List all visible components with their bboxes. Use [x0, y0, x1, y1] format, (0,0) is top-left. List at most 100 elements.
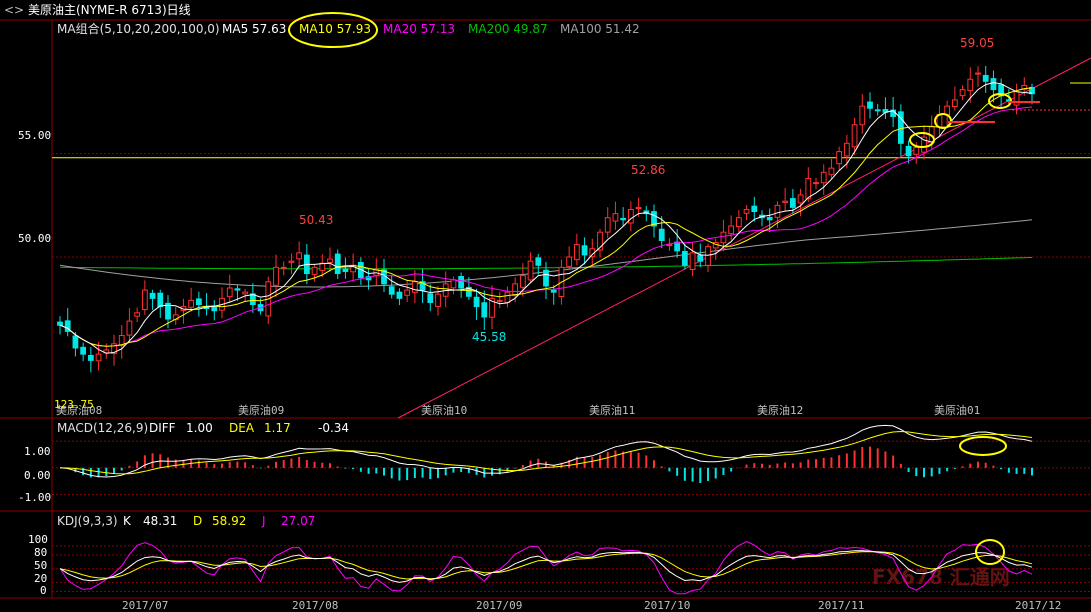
candle-body [798, 195, 803, 203]
candle-body [806, 178, 811, 198]
candle-body [952, 100, 957, 107]
low-marker-label: 123.75 [54, 398, 94, 411]
candle-body [698, 255, 703, 261]
candle-body [868, 102, 873, 108]
candle-body [574, 245, 579, 260]
candle-body [235, 289, 240, 290]
candle-body [829, 168, 834, 175]
candle-body [1014, 92, 1019, 105]
kdj-tick-80: 80 [34, 546, 47, 559]
candle-body [844, 143, 849, 156]
trendline [398, 58, 1091, 418]
candle-body [914, 147, 919, 154]
ma20-line [60, 107, 1032, 346]
kdj-k-label: K [123, 514, 132, 528]
candle-body [505, 292, 510, 302]
candle-body [158, 293, 163, 306]
contract-label-12: 美原油12 [757, 403, 803, 417]
candle-body [397, 292, 402, 298]
extreme-price-label: 52.86 [631, 163, 665, 177]
macd-tick-0: 0.00 [24, 469, 51, 482]
price-tick-55: 55.00 [18, 129, 51, 142]
candle-body [675, 242, 680, 251]
candle-body [821, 172, 826, 182]
candle-body [281, 267, 286, 268]
candle-body [736, 218, 741, 227]
kdj-tick-0: 0 [40, 584, 47, 597]
candle-body [73, 336, 78, 348]
x-tick-2017-11: 2017/11 [818, 599, 864, 612]
candle-body [436, 294, 441, 306]
candle-body [274, 267, 279, 285]
candle-body [960, 90, 965, 96]
candle-body [783, 201, 788, 202]
macd-dea-value: 1.17 [264, 421, 291, 435]
kdj-tick-100: 100 [28, 533, 48, 546]
candle-body [312, 267, 317, 274]
candle-body [790, 199, 795, 208]
ma5-line [60, 83, 1032, 354]
macd-diff-value: 1.00 [186, 421, 213, 435]
kdj-d-label: D [193, 514, 202, 528]
candle-body [227, 288, 232, 297]
macd-highlight-circle [960, 437, 1006, 455]
candle-body [58, 322, 63, 325]
candle-body [335, 254, 340, 273]
candle-body [328, 259, 333, 262]
candle-body [459, 277, 464, 288]
candle-body [636, 207, 641, 208]
candle-body [991, 79, 996, 90]
candle-body [744, 209, 749, 213]
candle-body [983, 75, 988, 81]
candle-body [544, 270, 549, 286]
candle-body [528, 261, 533, 280]
macd-tick-1: 1.00 [24, 445, 51, 458]
candle-body [513, 284, 518, 296]
ma10-legend: MA10 57.93 [299, 22, 371, 36]
candle-body [837, 152, 842, 164]
candle-body [721, 232, 726, 242]
kdj-k-value: 48.31 [143, 514, 177, 528]
chevron-left-icon[interactable]: <> [4, 3, 24, 17]
x-tick-2017-08: 2017/08 [292, 599, 338, 612]
candle-body [729, 226, 734, 234]
candle-body [767, 217, 772, 219]
macd-value: -0.34 [318, 421, 349, 435]
macd-dea-label: DEA [229, 421, 255, 435]
x-tick-2017-07: 2017/07 [122, 599, 168, 612]
candle-body [289, 261, 294, 262]
candle-body [389, 287, 394, 294]
candle-body [551, 290, 556, 292]
candle-body [451, 280, 456, 288]
macd-diff-label: DIFF [149, 421, 176, 435]
candle-body [582, 246, 587, 255]
candle-body [613, 214, 618, 222]
ma100-legend: MA100 51.42 [560, 22, 640, 36]
candle-body [682, 252, 687, 266]
kdj-j-label: J [261, 514, 266, 528]
candle-body [412, 282, 417, 293]
candle-body [405, 290, 410, 295]
candle-body [706, 247, 711, 266]
contract-label-01: 美原油01 [934, 403, 980, 417]
candle-body [520, 276, 525, 288]
candle-body [752, 206, 757, 211]
candle-body [474, 297, 479, 306]
macd-tick-neg1: -1.00 [18, 491, 51, 504]
ma5-legend: MA5 57.63 [222, 22, 286, 36]
candle-body [875, 110, 880, 111]
candle-body [189, 300, 194, 307]
contract-label-09: 美原油09 [238, 403, 284, 417]
candle-body [196, 299, 201, 305]
candle-body [297, 253, 302, 259]
candle-body [906, 146, 911, 155]
candle-body [343, 269, 348, 271]
extreme-price-label: 50.43 [299, 213, 333, 227]
x-tick-2017-12: 2017/12 [1015, 599, 1061, 612]
candle-body [320, 263, 325, 270]
kdj-highlight-circle [976, 540, 1004, 564]
candle-body [659, 229, 664, 240]
kdj-tick-50: 50 [34, 559, 47, 572]
candle-body [976, 73, 981, 74]
